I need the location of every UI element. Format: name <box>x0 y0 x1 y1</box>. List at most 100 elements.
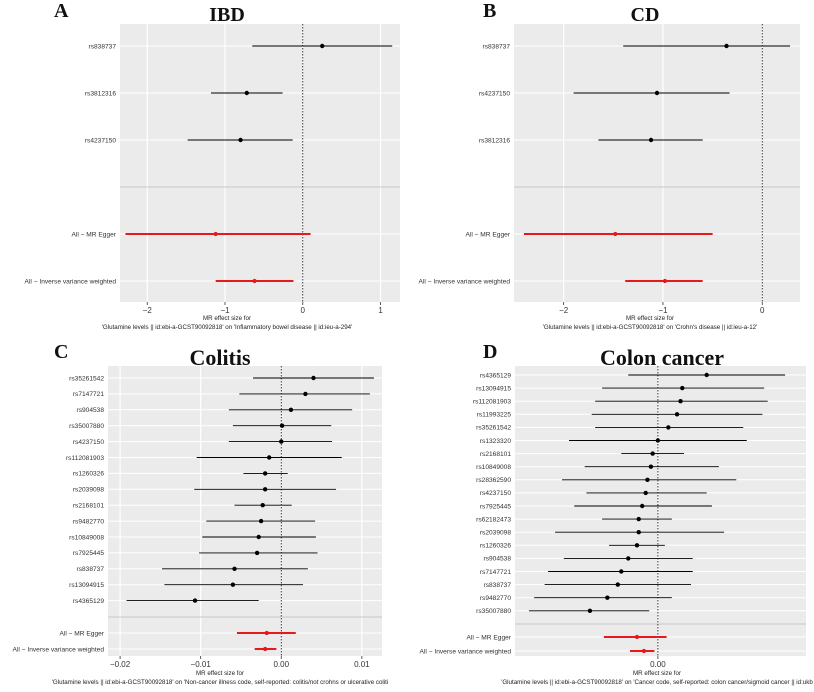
snp-estimate-point <box>587 608 593 613</box>
snp-label: rs7147721 <box>73 391 104 398</box>
summary-label: All − MR Egger <box>59 630 104 637</box>
summary-estimate-point <box>641 648 647 654</box>
summary-estimate-point <box>634 634 640 640</box>
snp-label: rs2039098 <box>73 487 104 494</box>
snp-estimate-point <box>655 438 661 443</box>
panel-a-ibd: A IBD MR effect size for 'Glutamine leve… <box>25 0 400 331</box>
snp-estimate-point <box>279 423 285 428</box>
panel-c-colitis: C Colitis MR effect size for 'Glutamine … <box>13 341 389 686</box>
plot-background <box>515 366 806 656</box>
snp-estimate-point <box>311 375 316 381</box>
summary-label: All − Inverse variance weighted <box>25 278 117 285</box>
x-axis-label-line1: MR effect size for <box>626 315 674 322</box>
summary-estimate-point <box>662 278 668 284</box>
snp-estimate-point <box>626 556 631 561</box>
snp-label: rs4237150 <box>85 137 116 144</box>
summary-label: All − Inverse variance weighted <box>420 648 512 655</box>
snp-label: rs13094915 <box>69 582 104 589</box>
snp-estimate-point <box>643 490 648 496</box>
snp-label: rs9482770 <box>480 595 511 602</box>
plot-background <box>514 24 800 302</box>
snp-label: rs7925445 <box>480 503 511 510</box>
summary-label: All − MR Egger <box>465 231 510 238</box>
summary-estimate-point <box>613 231 618 237</box>
snp-label: rs2168101 <box>480 451 511 458</box>
snp-estimate-point <box>704 372 709 378</box>
summary-estimate-point <box>213 231 218 237</box>
snp-label: rs4365129 <box>480 372 511 379</box>
x-axis-label-line2: 'Glutamine levels || id:ebi-a-GCST900928… <box>102 324 353 331</box>
snp-estimate-point <box>654 90 660 96</box>
snp-estimate-point <box>230 582 236 587</box>
snp-label: rs35261542 <box>476 425 511 432</box>
snp-label: rs35261542 <box>69 375 104 382</box>
snp-estimate-point <box>674 412 680 417</box>
snp-estimate-point <box>648 137 654 143</box>
panel-letter-a: A <box>54 0 69 22</box>
snp-label: rs3812316 <box>85 90 116 97</box>
plot-background <box>120 24 400 302</box>
x-axis-label-line2: 'Glutamine levels || id:ebi-a-GCST900928… <box>501 679 813 686</box>
snp-estimate-point <box>288 407 294 412</box>
snp-label: rs3812316 <box>479 137 510 144</box>
panel-letter-b: B <box>483 0 496 22</box>
snp-label: rs4365129 <box>73 598 104 605</box>
snp-label: rs35007880 <box>69 423 104 430</box>
x-axis-label-line2: 'Glutamine levels || id:ebi-a-GCST900928… <box>543 324 758 331</box>
snp-label: rs2039098 <box>480 530 511 537</box>
x-tick-label: −0.01 <box>191 660 212 669</box>
x-tick-label: −2 <box>143 306 153 315</box>
x-tick-label: −2 <box>559 306 569 315</box>
x-tick-label: 0.00 <box>650 660 666 669</box>
snp-estimate-point <box>724 43 729 49</box>
panel-letter-d: D <box>483 341 497 363</box>
snp-label: rs62182473 <box>476 516 511 523</box>
x-tick-label: 0.01 <box>354 660 370 669</box>
snp-estimate-point <box>232 566 237 571</box>
x-tick-label: −0.02 <box>110 660 131 669</box>
snp-estimate-point <box>303 391 308 397</box>
snp-label: rs904538 <box>77 407 105 414</box>
x-tick-label: 0 <box>760 306 765 315</box>
snp-label: rs28362590 <box>476 477 511 484</box>
panel-d-colon-cancer: D Colon cancer MR effect size for 'Gluta… <box>420 341 814 686</box>
x-axis-label-line1: MR effect size for <box>196 670 244 677</box>
snp-label: rs10849008 <box>476 464 511 471</box>
snp-label: rs11993225 <box>477 412 512 419</box>
plot-background <box>108 366 382 656</box>
summary-label: All − Inverse variance weighted <box>419 278 511 285</box>
snp-label: rs10849008 <box>69 534 104 541</box>
x-tick-label: −1 <box>658 306 668 315</box>
snp-label: rs112081903 <box>473 399 511 406</box>
snp-estimate-point <box>605 595 610 600</box>
snp-estimate-point <box>615 582 621 587</box>
x-tick-label: −1 <box>220 306 230 315</box>
x-tick-label: 0.00 <box>273 660 289 669</box>
snp-label: rs7147721 <box>480 569 511 576</box>
snp-label: rs13094915 <box>476 385 511 392</box>
snp-label: rs1323320 <box>480 438 511 445</box>
snp-estimate-point <box>678 399 683 404</box>
snp-estimate-point <box>636 516 641 522</box>
snp-estimate-point <box>634 543 640 548</box>
snp-estimate-point <box>192 598 198 603</box>
snp-label: rs2168101 <box>73 503 104 510</box>
snp-estimate-point <box>320 43 325 49</box>
x-tick-label: 1 <box>378 306 383 315</box>
panel-title-colitis: Colitis <box>189 345 251 370</box>
snp-estimate-point <box>256 534 261 540</box>
snp-estimate-point <box>244 90 249 96</box>
snp-estimate-point <box>666 425 671 430</box>
snp-label: rs904538 <box>484 556 512 563</box>
snp-estimate-point <box>260 503 265 508</box>
snp-estimate-point <box>648 464 654 469</box>
snp-estimate-point <box>636 530 641 535</box>
snp-label: rs4237150 <box>479 90 510 97</box>
snp-estimate-point <box>680 385 685 391</box>
summary-estimate-point <box>263 646 268 652</box>
snp-estimate-point <box>279 439 284 444</box>
panel-title-colon-cancer: Colon cancer <box>600 345 724 370</box>
snp-label: rs7925445 <box>73 550 104 557</box>
summary-label: All − Inverse variance weighted <box>13 646 105 653</box>
